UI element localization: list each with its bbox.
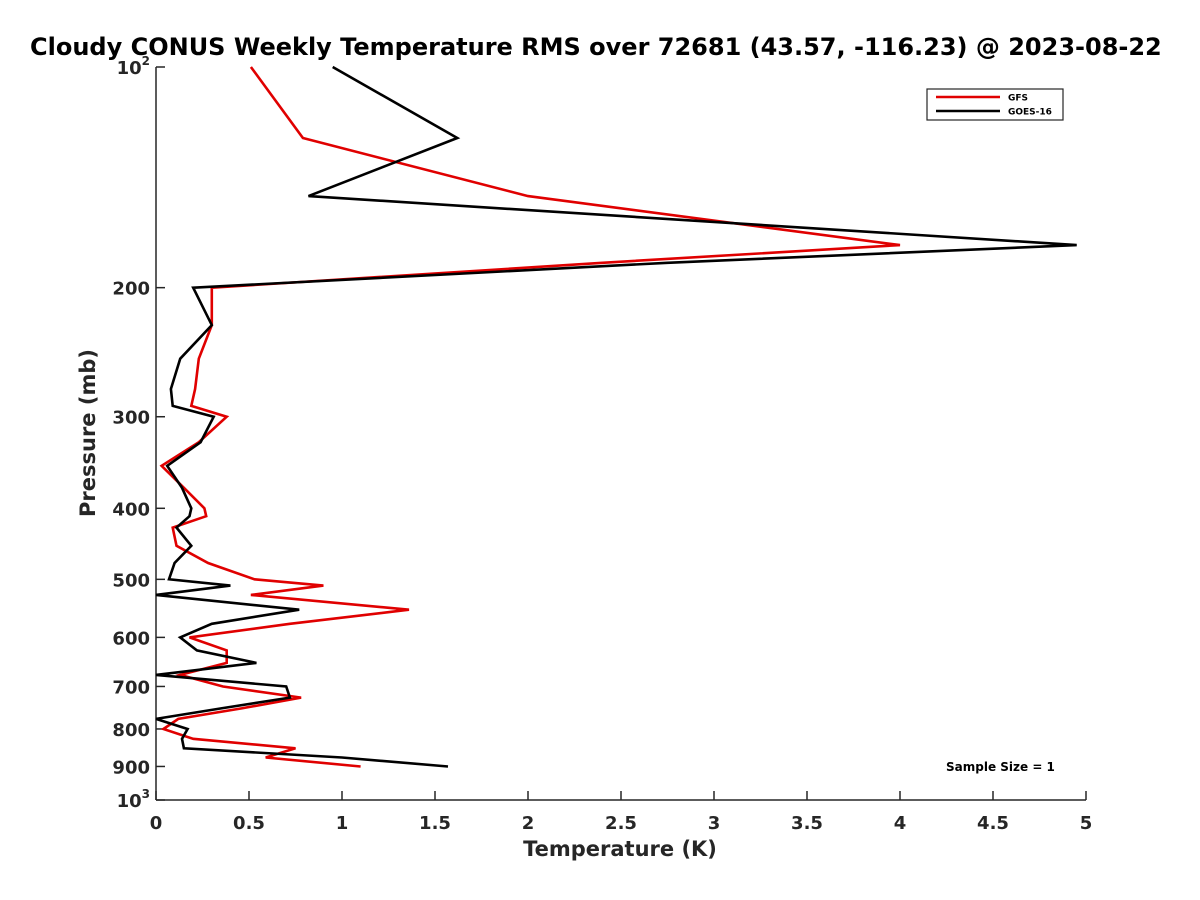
y-tick-label: 300	[112, 408, 150, 429]
plot-area: 0 0.5 1 1.5 2 2.5 3 3.5 4 4.5 5 102 200 300 400 500 600…	[112, 54, 1092, 834]
sample-size-annotation: Sample Size = 1	[946, 760, 1055, 774]
legend-label: GFS	[1008, 94, 1028, 104]
legend: GFS GOES-16	[926, 88, 1064, 121]
y-tick-label: 800	[112, 720, 150, 741]
y-axis-label: Pressure (mb)	[76, 349, 100, 517]
series-line-goes-16	[155, 65, 1077, 768]
x-axis-label: Temperature (K)	[523, 837, 717, 861]
x-tick-label: 0.5	[233, 813, 265, 834]
x-tick-label: 1	[336, 813, 349, 834]
x-tick-label: 3	[708, 813, 721, 834]
x-tick-label: 2.5	[605, 813, 637, 834]
legend-box	[926, 88, 1064, 121]
x-tick-label: 2	[522, 813, 535, 834]
x-tick-label: 0	[150, 813, 163, 834]
x-tick-label: 1.5	[419, 813, 451, 834]
x-ticks: 0 0.5 1 1.5 2 2.5 3 3.5 4 4.5 5	[150, 791, 1093, 834]
x-tick-label: 5	[1080, 813, 1093, 834]
y-tick-label: 600	[112, 628, 150, 649]
y-tick-label: 200	[112, 279, 150, 300]
y-tick-label: 700	[112, 677, 150, 698]
x-tick-label: 4	[894, 813, 907, 834]
y-ticks: 102 200 300 400 500 600 700 800 900 103	[112, 54, 165, 812]
legend-label: GOES-16	[1008, 108, 1052, 118]
series-group	[155, 65, 1077, 768]
y-tick-label: 400	[112, 499, 150, 520]
y-tick-label: 103	[117, 787, 150, 812]
x-tick-label: 4.5	[977, 813, 1009, 834]
chart-title: Cloudy CONUS Weekly Temperature RMS over…	[30, 33, 1162, 61]
y-tick-label: 900	[112, 757, 150, 778]
y-tick-label: 102	[117, 54, 150, 79]
y-tick-label: 500	[112, 570, 150, 591]
x-tick-label: 3.5	[791, 813, 823, 834]
